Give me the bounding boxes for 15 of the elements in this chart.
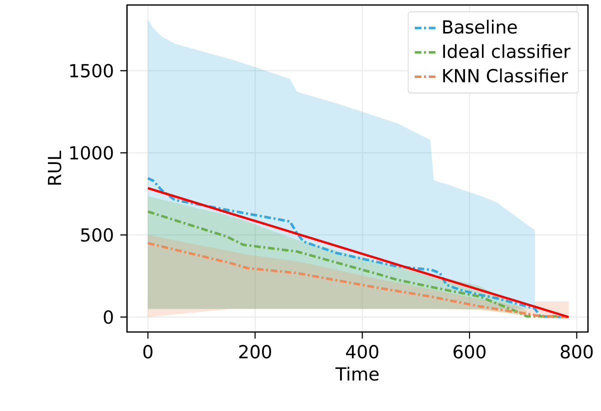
- x-tick-label: 800: [560, 344, 593, 359]
- y-tick-label: 500: [81, 228, 113, 242]
- line-series: [146, 210, 558, 318]
- y-axis-title: RUL: [48, 150, 62, 185]
- y-tick-label: 1500: [70, 64, 113, 78]
- y-tick-label: 1000: [70, 146, 113, 160]
- x-tick-label: 200: [239, 344, 272, 359]
- x-axis-title: Time: [335, 366, 379, 381]
- legend-label: Ideal classifier: [443, 44, 570, 58]
- y-tick-label: 0: [104, 310, 113, 324]
- legend-label: KNN Classifier: [443, 68, 568, 82]
- x-tick-label: 600: [454, 344, 486, 359]
- x-tick-label: 400: [346, 344, 378, 359]
- legend-label: Baseline: [443, 20, 517, 34]
- x-tick-label: 0: [143, 344, 152, 359]
